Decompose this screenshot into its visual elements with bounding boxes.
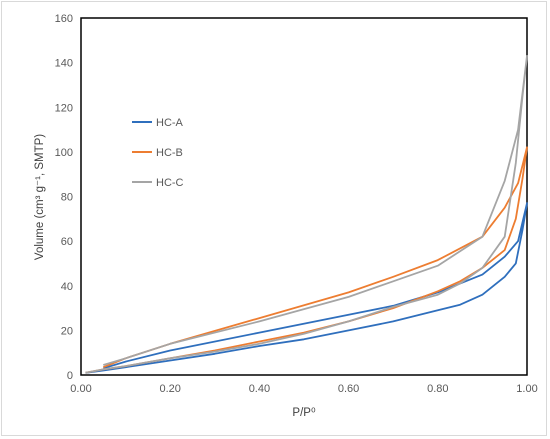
- y-tick-label: 60: [61, 236, 73, 248]
- y-axis-tick-labels: 0 20 40 60 80 100 120 140 160: [55, 13, 73, 382]
- legend: HC-A HC-B HC-C: [132, 117, 184, 189]
- y-tick-label: 20: [61, 325, 73, 337]
- y-axis-title: Volume (cm³ g⁻¹, SMTP): [34, 134, 46, 260]
- series-line-hc-a: [85, 202, 528, 374]
- x-tick-label: 0.80: [427, 383, 448, 395]
- series-layer: [85, 55, 528, 374]
- x-tick-label: 1.00: [516, 383, 537, 395]
- x-tick-label: 0.60: [338, 383, 359, 395]
- x-axis-tick-labels: 0.00 0.20 0.40 0.60 0.80 1.00: [70, 383, 537, 395]
- legend-label-hc-b: HC-B: [156, 147, 183, 159]
- x-axis-title: P/P⁰: [292, 407, 316, 419]
- y-tick-label: 40: [61, 281, 73, 293]
- series-line-hc-b: [85, 146, 528, 374]
- legend-label-hc-c: HC-C: [156, 177, 184, 189]
- x-tick-label: 0.20: [159, 383, 180, 395]
- x-tick-label: 0.40: [249, 383, 270, 395]
- y-tick-label: 120: [55, 102, 73, 114]
- y-tick-label: 0: [67, 370, 73, 382]
- y-tick-label: 160: [55, 13, 73, 25]
- y-tick-label: 100: [55, 147, 73, 159]
- series-line-hc-c: [85, 55, 528, 374]
- legend-label-hc-a: HC-A: [156, 117, 184, 129]
- plot-area-border: [80, 17, 528, 376]
- x-tick-label: 0.00: [70, 383, 91, 395]
- y-tick-label: 80: [61, 192, 73, 204]
- y-tick-label: 140: [55, 58, 73, 70]
